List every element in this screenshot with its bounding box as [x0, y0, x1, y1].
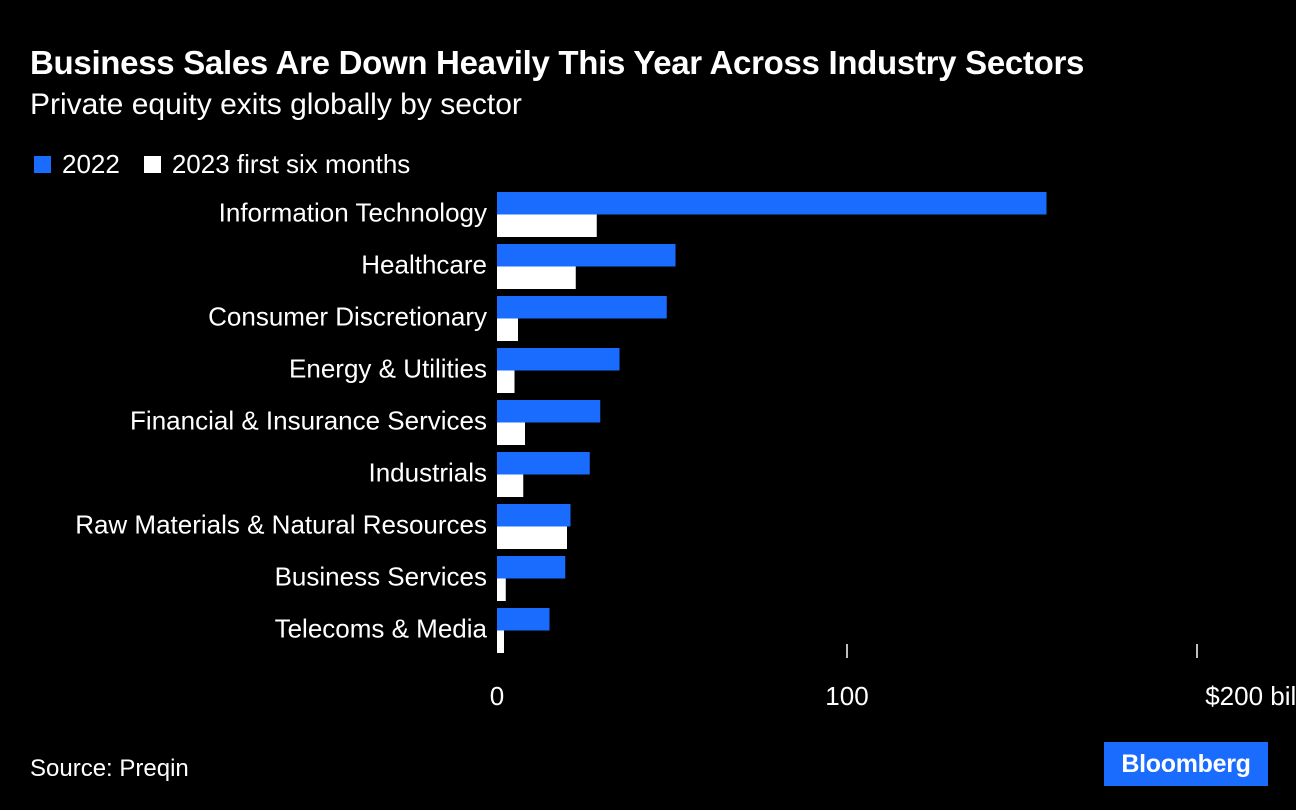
bar-2023 [497, 370, 515, 393]
bar-2022 [497, 556, 566, 579]
bar-2023 [497, 266, 576, 289]
bar-2022 [497, 244, 676, 267]
bar-2023 [497, 318, 518, 341]
bar-2022 [497, 608, 550, 631]
bar-2023 [497, 474, 524, 497]
source-note: Source: Preqin [30, 755, 189, 782]
legend: 2022 2023 first six months [34, 149, 434, 180]
category-label: Information Technology [219, 198, 487, 228]
bar-2023 [497, 630, 504, 653]
x-axis-tick-label: $200 billion [1205, 681, 1296, 711]
category-label: Business Services [275, 562, 487, 592]
bar-2022 [497, 348, 620, 371]
bar-2022 [497, 296, 667, 319]
legend-item-2023: 2023 first six months [143, 149, 411, 180]
legend-swatch-2022 [34, 156, 51, 173]
category-label: Financial & Insurance Services [130, 406, 487, 436]
legend-label-2023: 2023 first six months [171, 149, 411, 179]
category-label: Healthcare [361, 250, 487, 280]
category-label: Raw Materials & Natural Resources [75, 510, 487, 540]
bar-2022 [497, 504, 571, 527]
chart-title: Business Sales Are Down Heavily This Yea… [30, 44, 1085, 81]
bar-2023 [497, 578, 506, 601]
category-label: Consumer Discretionary [208, 302, 487, 332]
legend-item-2022: 2022 [34, 149, 120, 180]
legend-swatch-2023 [143, 156, 161, 173]
bar-2023 [497, 214, 597, 237]
bar-2023 [497, 526, 567, 549]
x-axis-tick-label: 0 [490, 681, 504, 711]
category-label: Industrials [369, 458, 488, 488]
chart-subtitle: Private equity exits globally by sector [30, 88, 522, 121]
category-label: Energy & Utilities [289, 354, 487, 384]
bloomberg-logo: Bloomberg [1104, 742, 1268, 786]
bar-2022 [497, 192, 1047, 215]
bar-2022 [497, 452, 590, 475]
bar-2022 [497, 400, 601, 423]
bar-2023 [497, 422, 525, 445]
legend-label-2022: 2022 [62, 149, 120, 179]
category-label: Telecoms & Media [275, 614, 488, 644]
x-axis-tick-label: 100 [825, 681, 868, 711]
